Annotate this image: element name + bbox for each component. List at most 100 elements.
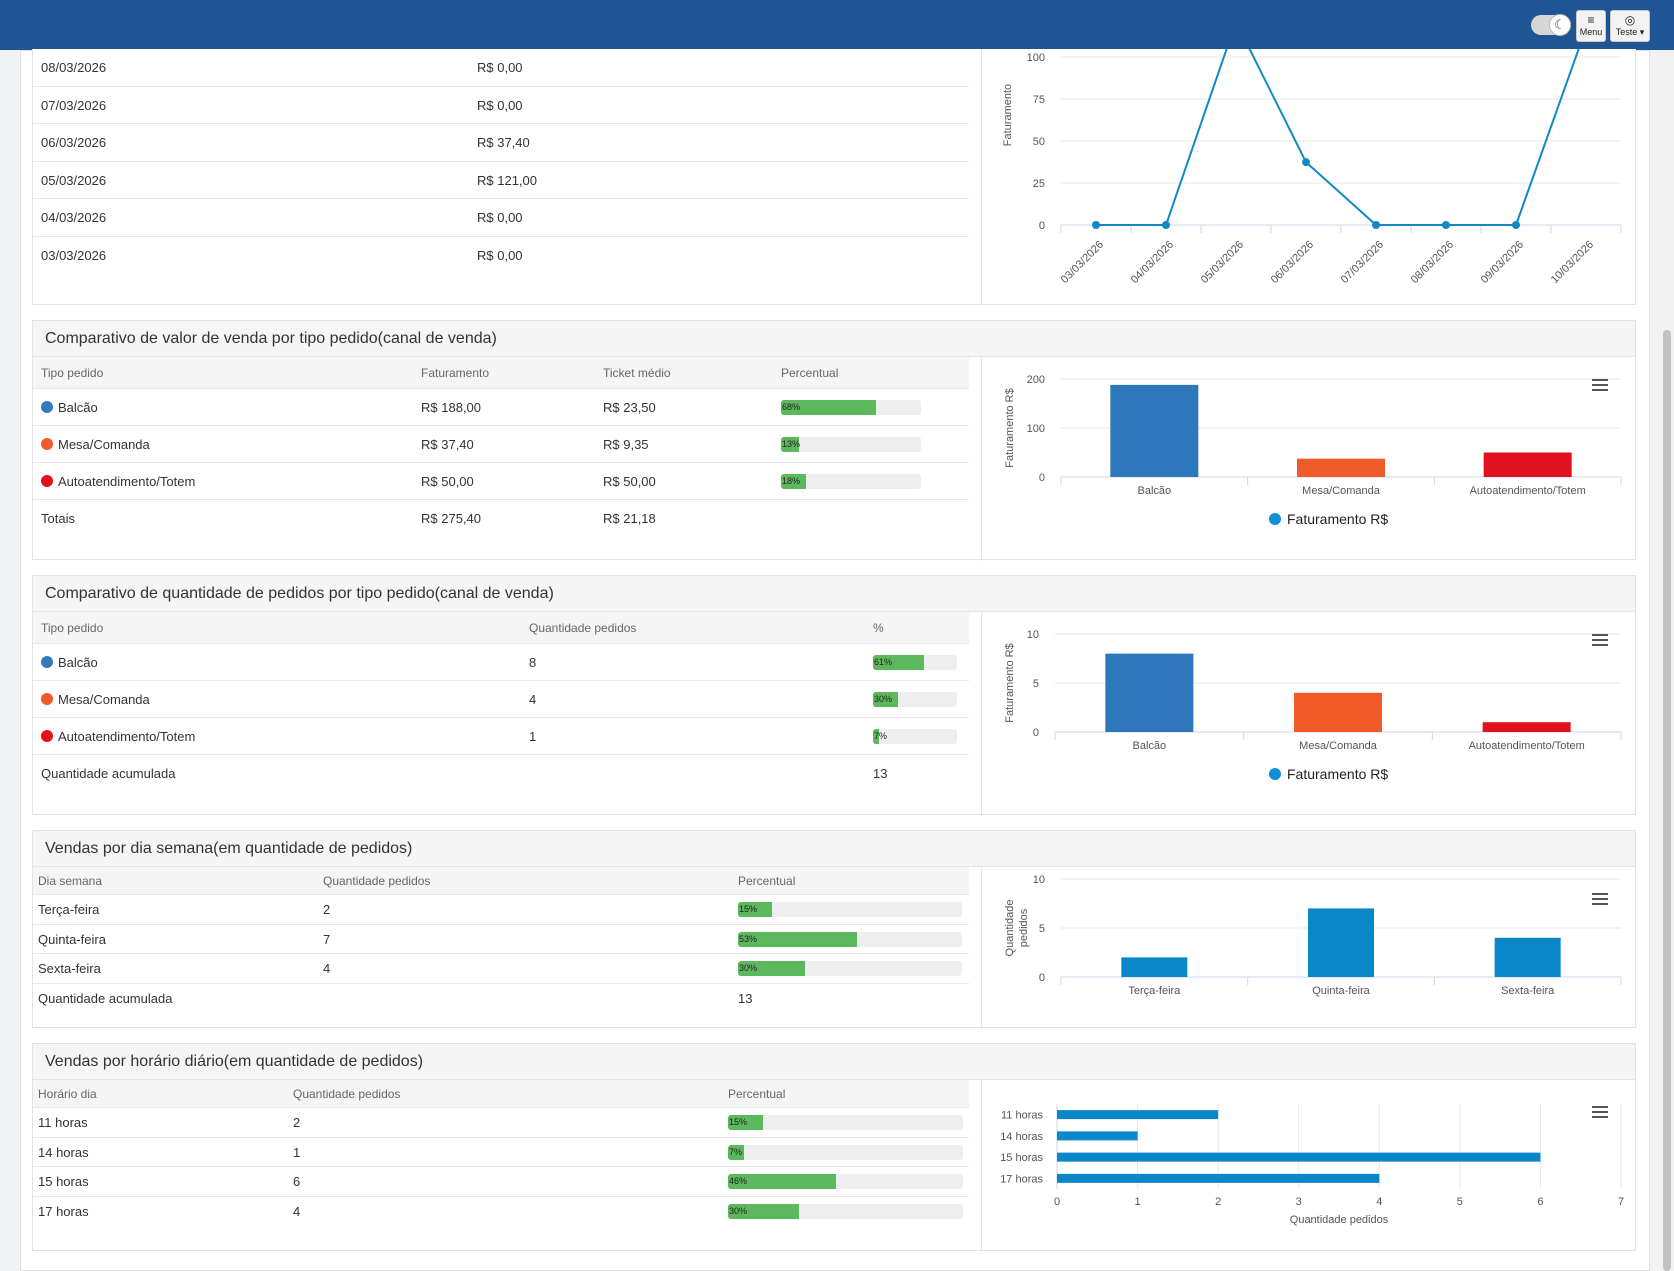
menu-button[interactable]: ≡ Menu — [1576, 10, 1606, 42]
table-row: 04/03/2026 R$ 0,00 — [33, 199, 969, 237]
bar[interactable] — [1057, 1173, 1380, 1183]
weekday-cell: Sexta-feira — [38, 954, 101, 984]
y-axis-title: Faturamento R$ — [1004, 388, 1016, 467]
table-row: 11 horas 2 15% — [33, 1108, 969, 1138]
table-row: 07/03/2026 R$ 0,00 — [33, 87, 969, 124]
chart-menu-icon[interactable] — [1592, 1106, 1608, 1119]
x-tick-label: Sexta-feira — [1501, 985, 1555, 997]
bar[interactable] — [1294, 692, 1382, 732]
table-row: Balcão 8 61% — [33, 644, 969, 681]
table-row: 08/03/2026 R$ 0,00 — [33, 49, 969, 87]
chart-menu-icon[interactable] — [1592, 893, 1608, 906]
panel-divider — [981, 867, 982, 1029]
data-point[interactable] — [1092, 221, 1100, 229]
panel-title: Comparativo de valor de venda por tipo p… — [33, 321, 1635, 357]
y-axis-title: Faturamento — [1002, 84, 1014, 146]
y-tick-label: 11 horas — [1001, 1110, 1043, 1122]
hour-cell: 11 horas — [38, 1108, 88, 1138]
table-row: Autoatendimento/Totem 1 7% — [33, 718, 969, 755]
bar[interactable] — [1483, 452, 1572, 478]
channel-qty-bar-chart: 0 5 10 Balcão Mesa/Comanda Autoatendimento/To… — [1004, 629, 1622, 782]
column-header: Quantidade pedidos — [323, 874, 431, 888]
totals-label: Quantidade acumulada — [41, 766, 176, 781]
revenue-cell: R$ 0,00 — [477, 60, 523, 75]
legend-marker[interactable] — [1269, 513, 1281, 525]
data-point[interactable] — [1162, 221, 1170, 229]
totals-label: Quantidade acumulada — [38, 984, 172, 1014]
legend-label: Faturamento R$ — [1287, 511, 1388, 527]
legend-label: Faturamento R$ — [1287, 766, 1388, 782]
y-tick-label: 75 — [1033, 94, 1045, 106]
y-axis-title: Quantidade — [1004, 900, 1016, 957]
y-tick-label: 100 — [1027, 423, 1045, 435]
totals-label: Quantidade acumulada — [41, 755, 175, 792]
ticket-cell: R$ 23,50 — [603, 400, 656, 415]
hour-cell: 17 horas — [38, 1203, 89, 1219]
channel-type-cell: Autoatendimento/Totem — [41, 463, 195, 500]
panel-channel-value: Comparativo de valor de venda por tipo p… — [32, 320, 1636, 561]
totals-qty: 13 — [873, 766, 888, 781]
date-cell: 03/03/2026 — [41, 237, 106, 275]
user-icon: ◎ — [1624, 13, 1636, 27]
totals-revenue: R$ 275,40 — [421, 511, 481, 526]
bar[interactable] — [1105, 653, 1194, 732]
panel-daily-revenue: 08/03/2026 R$ 0,00 07/03/2026 R$ 0,00 06/03/… — [32, 49, 1636, 305]
table-row: 03/03/2026 R$ 0,00 — [33, 237, 969, 275]
date-cell: 06/03/2026 — [41, 124, 106, 162]
dark-mode-toggle[interactable]: ☾ — [1531, 14, 1571, 36]
bar[interactable] — [1121, 957, 1188, 977]
y-tick-label: 25 — [1033, 178, 1045, 190]
panel-divider — [981, 49, 982, 305]
revenue-cell: R$ 0,00 — [477, 97, 523, 113]
bar[interactable] — [1057, 1152, 1541, 1162]
data-point[interactable] — [1302, 158, 1310, 167]
x-tick-label: 05/03/2026 — [1199, 239, 1246, 286]
bar[interactable] — [1110, 384, 1199, 477]
revenue-cell: R$ 0,00 — [477, 247, 523, 263]
data-point[interactable] — [1372, 221, 1380, 229]
revenue-cell: R$ 37,40 — [477, 135, 530, 150]
channel-color-dot — [41, 693, 53, 705]
panel-title: Vendas por dia semana(em quantidade de p… — [33, 831, 1635, 867]
x-tick-label: 4 — [1376, 1196, 1382, 1208]
channel-type-cell: Mesa/Comanda — [41, 426, 150, 463]
page-scrollbar[interactable] — [1660, 50, 1674, 1271]
revenue-cell: R$ 0,00 — [477, 237, 523, 275]
ticket-cell: R$ 50,00 — [603, 463, 656, 500]
percent-bar-fill: 7% — [728, 1144, 745, 1160]
ticket-cell: R$ 50,00 — [603, 474, 656, 489]
bar[interactable] — [1482, 722, 1571, 732]
x-tick-label: 09/03/2026 — [1479, 239, 1526, 286]
date-cell: 08/03/2026 — [41, 49, 106, 87]
totals-ticket: R$ 21,18 — [603, 500, 656, 537]
data-point[interactable] — [1512, 221, 1520, 229]
qty-cell: 8 — [529, 655, 537, 670]
x-tick-label: Autoatendimento/Totem — [1470, 485, 1586, 497]
bar[interactable] — [1057, 1110, 1219, 1120]
y-tick-label: 10 — [1027, 629, 1039, 641]
qty-cell: 1 — [529, 718, 536, 755]
weekday-cell: Sexta-feira — [38, 961, 101, 976]
chart-menu-icon[interactable] — [1592, 379, 1608, 392]
data-point[interactable] — [1442, 221, 1450, 229]
bar[interactable] — [1308, 908, 1374, 977]
percent-bar: 61% — [873, 655, 957, 670]
legend-marker[interactable] — [1269, 768, 1281, 780]
column-header: Faturamento — [421, 366, 490, 380]
totals-qty: 13 — [873, 755, 887, 792]
bar[interactable] — [1057, 1131, 1138, 1141]
bar[interactable] — [1494, 937, 1561, 977]
x-tick-label: Balcão — [1138, 485, 1172, 497]
table-row: Mesa/Comanda 4 30% — [33, 681, 969, 718]
scrollbar-thumb[interactable] — [1663, 330, 1671, 1271]
chart-menu-icon[interactable] — [1592, 634, 1608, 647]
percent-bar-fill: 68% — [781, 400, 877, 415]
x-tick-label: Mesa/Comanda — [1299, 740, 1378, 752]
x-tick-label: 10/03/2026 — [1549, 239, 1596, 286]
user-menu-button[interactable]: ◎ Teste ▾ — [1610, 10, 1650, 42]
y-tick-label: 14 horas — [1000, 1131, 1043, 1143]
qty-cell: 1 — [529, 729, 537, 744]
panel-divider — [981, 612, 982, 816]
x-tick-label: 06/03/2026 — [1269, 239, 1316, 286]
bar[interactable] — [1297, 458, 1385, 477]
